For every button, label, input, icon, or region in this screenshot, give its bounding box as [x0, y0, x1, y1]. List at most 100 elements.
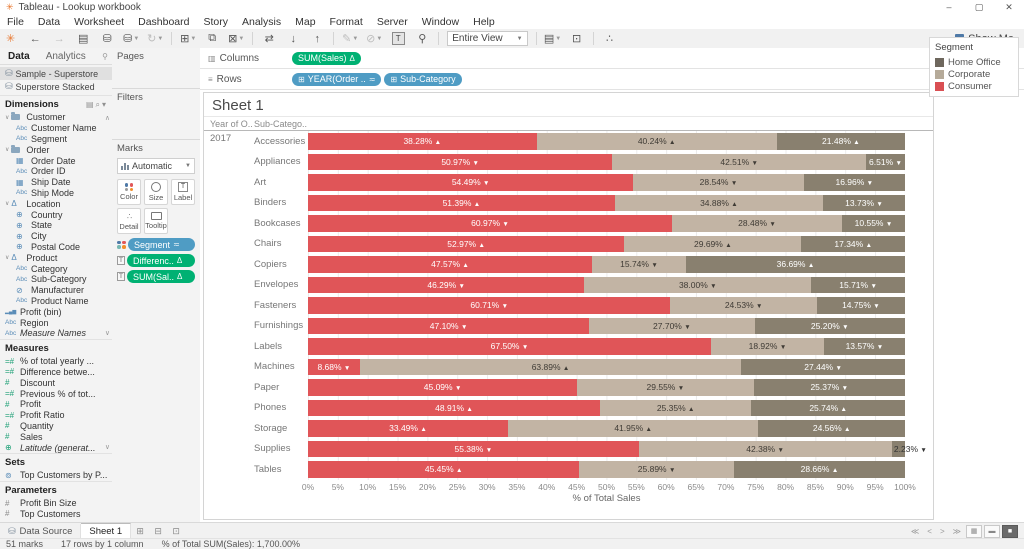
tableau-toolbar-logo-icon[interactable]: ✳	[6, 33, 16, 45]
field-region[interactable]: Abc Region	[5, 317, 49, 328]
field-of-total-yearly[interactable]: =#% of total yearly ...	[5, 356, 95, 367]
bar-segment-home-office[interactable]: 10.55% ▼	[842, 215, 905, 232]
field-measure-names[interactable]: Abc Measure Names	[5, 328, 87, 339]
color-button[interactable]: Color	[117, 179, 141, 205]
tab-analytics[interactable]: Analytics	[45, 50, 86, 62]
bar-segment-corporate[interactable]: 29.69% ▲	[624, 235, 802, 252]
category-label[interactable]: Chairs	[254, 238, 282, 250]
category-label[interactable]: Machines	[254, 361, 295, 373]
bar-segment-home-office[interactable]: 24.56% ▲	[758, 420, 905, 437]
field-customer-name[interactable]: Abc Customer Name	[16, 123, 97, 134]
field-product[interactable]: ∨ Δ Product	[5, 252, 58, 263]
field-sales[interactable]: # Sales	[5, 431, 43, 442]
rows-shelf[interactable]: ≡ Rows ⊞ YEAR(Order .. ≂ ⊞ Sub-Category	[200, 69, 1024, 90]
presentation-mode-button[interactable]: ⊡	[565, 30, 589, 47]
bar-segment-consumer[interactable]: 46.29% ▼	[308, 276, 585, 293]
pages-shelf[interactable]: Pages	[112, 48, 200, 89]
bar-segment-home-office[interactable]: 17.34% ▲	[801, 235, 905, 252]
field-profit-ratio[interactable]: =# Profit Ratio	[5, 410, 65, 421]
new-worksheet-button[interactable]: ⊞ ▼	[176, 30, 200, 47]
field-segment[interactable]: Abc Segment	[16, 133, 68, 144]
bar-segment-consumer[interactable]: 67.50% ▼	[308, 338, 711, 355]
duplicate-button[interactable]: ⧉	[200, 30, 224, 47]
field-order-date[interactable]: ▦ Order Date	[16, 155, 76, 166]
scroll-arrow-icon[interactable]: ∧	[104, 115, 110, 122]
swap-rows-columns-button[interactable]: ⇄	[257, 30, 281, 47]
new-dashboard-icon[interactable]: ⊟	[154, 525, 162, 536]
bar-segment-home-office[interactable]: 25.20% ▼	[754, 317, 905, 334]
field-country[interactable]: ⊕ Country	[16, 209, 63, 220]
category-label[interactable]: Storage	[254, 422, 288, 434]
undo-button[interactable]: ←	[23, 30, 47, 47]
scroll-arrow-icon[interactable]: ∨	[104, 329, 110, 337]
bar-segment-consumer[interactable]: 60.71% ▼	[308, 297, 671, 314]
filters-shelf[interactable]: Filters	[112, 89, 200, 140]
bar-segment-home-office[interactable]: 15.71% ▼	[811, 276, 905, 293]
field-latitude-generat[interactable]: ⊕ Latitude (generat...	[5, 442, 96, 453]
show-filmstrip-icon[interactable]: ▬	[984, 524, 1000, 538]
dimensions-header-icons[interactable]: ▤⌕▾	[85, 99, 108, 109]
bar-segment-corporate[interactable]: 42.38% ▼	[638, 440, 892, 457]
field-order[interactable]: ∨ Order	[5, 144, 50, 155]
pin-icon[interactable]: ⚲	[102, 51, 108, 61]
field-ship-date[interactable]: ▦ Ship Date	[16, 177, 71, 188]
fix-axes-button[interactable]: ⚲	[410, 30, 434, 47]
bar-segment-home-office[interactable]: 25.37% ▼	[753, 379, 905, 396]
pill-year-order[interactable]: ⊞ YEAR(Order .. ≂	[292, 72, 382, 86]
bar-segment-corporate[interactable]: 34.88% ▲	[614, 194, 824, 211]
field-previous-of-tot[interactable]: =# Previous % of tot...	[5, 388, 96, 399]
bar-segment-corporate[interactable]: 28.48% ▼	[671, 215, 842, 232]
tooltip-button[interactable]: Tooltip	[144, 208, 168, 234]
field-discount[interactable]: # Discount	[5, 377, 56, 388]
menu-dashboard[interactable]: Dashboard	[138, 16, 190, 28]
field-sub-category[interactable]: Abc Sub-Category	[16, 274, 87, 285]
category-label[interactable]: Art	[254, 176, 267, 188]
category-label[interactable]: Labels	[254, 340, 282, 352]
minimize-button[interactable]: –	[946, 2, 952, 12]
scroll-arrow-icon[interactable]: ∨	[104, 443, 110, 451]
category-label[interactable]: Furnishings	[254, 320, 304, 332]
field-customer[interactable]: ∨ Customer	[5, 112, 66, 123]
last-tab-icon[interactable]: ≫	[952, 526, 961, 536]
menu-help[interactable]: Help	[473, 16, 495, 28]
show-mark-labels-button[interactable]: T	[386, 30, 410, 47]
pill-sum-sales[interactable]: SUM(Sales) Δ	[292, 51, 361, 65]
bar-segment-consumer[interactable]: 54.49% ▼	[308, 174, 634, 191]
new-worksheet-icon[interactable]: ⊞	[136, 525, 144, 536]
category-label[interactable]: Phones	[254, 402, 287, 414]
sheet1-tab[interactable]: Sheet 1	[81, 523, 132, 539]
bar-segment-corporate[interactable]: 27.70% ▼	[589, 317, 755, 334]
save-button[interactable]: ▤	[71, 30, 95, 47]
first-tab-icon[interactable]: ≪	[910, 526, 920, 536]
field-city[interactable]: ⊕ City	[16, 231, 47, 242]
category-label[interactable]: Appliances	[254, 156, 301, 168]
legend-item-corporate[interactable]: Corporate	[935, 68, 1013, 80]
new-data-source-button[interactable]: ⛁	[95, 30, 119, 47]
bar-segment-consumer[interactable]: 48.91% ▲	[308, 399, 600, 416]
field-postal-code[interactable]: ⊕ Postal Code	[16, 241, 81, 252]
category-label[interactable]: Paper	[254, 381, 280, 393]
bar-segment-home-office[interactable]: 36.69% ▲	[685, 256, 905, 273]
menu-server[interactable]: Server	[376, 16, 408, 28]
menu-story[interactable]: Story	[203, 16, 228, 28]
field-state[interactable]: ⊕ State	[16, 220, 53, 231]
menu-window[interactable]: Window	[421, 16, 460, 28]
bar-segment-home-office[interactable]: 21.48% ▲	[776, 133, 905, 150]
bar-segment-consumer[interactable]: 52.97% ▲	[308, 235, 625, 252]
bar-segment-corporate[interactable]: 25.35% ▲	[599, 399, 752, 416]
bar-segment-consumer[interactable]: 45.09% ▼	[308, 379, 578, 396]
field-order-id[interactable]: Abc Order ID	[16, 166, 66, 177]
show-hide-cards-button[interactable]: ▤ ▼	[541, 30, 565, 47]
tab-data[interactable]: Data	[8, 50, 30, 62]
data-source-tab[interactable]: ⛁ Data Source	[0, 523, 82, 539]
size-button[interactable]: Size	[144, 179, 168, 205]
category-label[interactable]: Fasteners	[254, 299, 297, 311]
sheet-title[interactable]: Sheet 1	[204, 93, 933, 117]
bar-segment-home-office[interactable]: 14.75% ▼	[816, 297, 905, 314]
bar-segment-consumer[interactable]: 51.39% ▲	[308, 194, 615, 211]
label-button[interactable]: T Label	[171, 179, 195, 205]
field-manufacturer[interactable]: ⊘ Manufacturer	[16, 285, 85, 296]
fit-selector[interactable]: Entire View ▼	[447, 31, 528, 46]
field-quantity[interactable]: # Quantity	[5, 420, 54, 431]
bar-segment-consumer[interactable]: 55.38% ▼	[308, 440, 639, 457]
